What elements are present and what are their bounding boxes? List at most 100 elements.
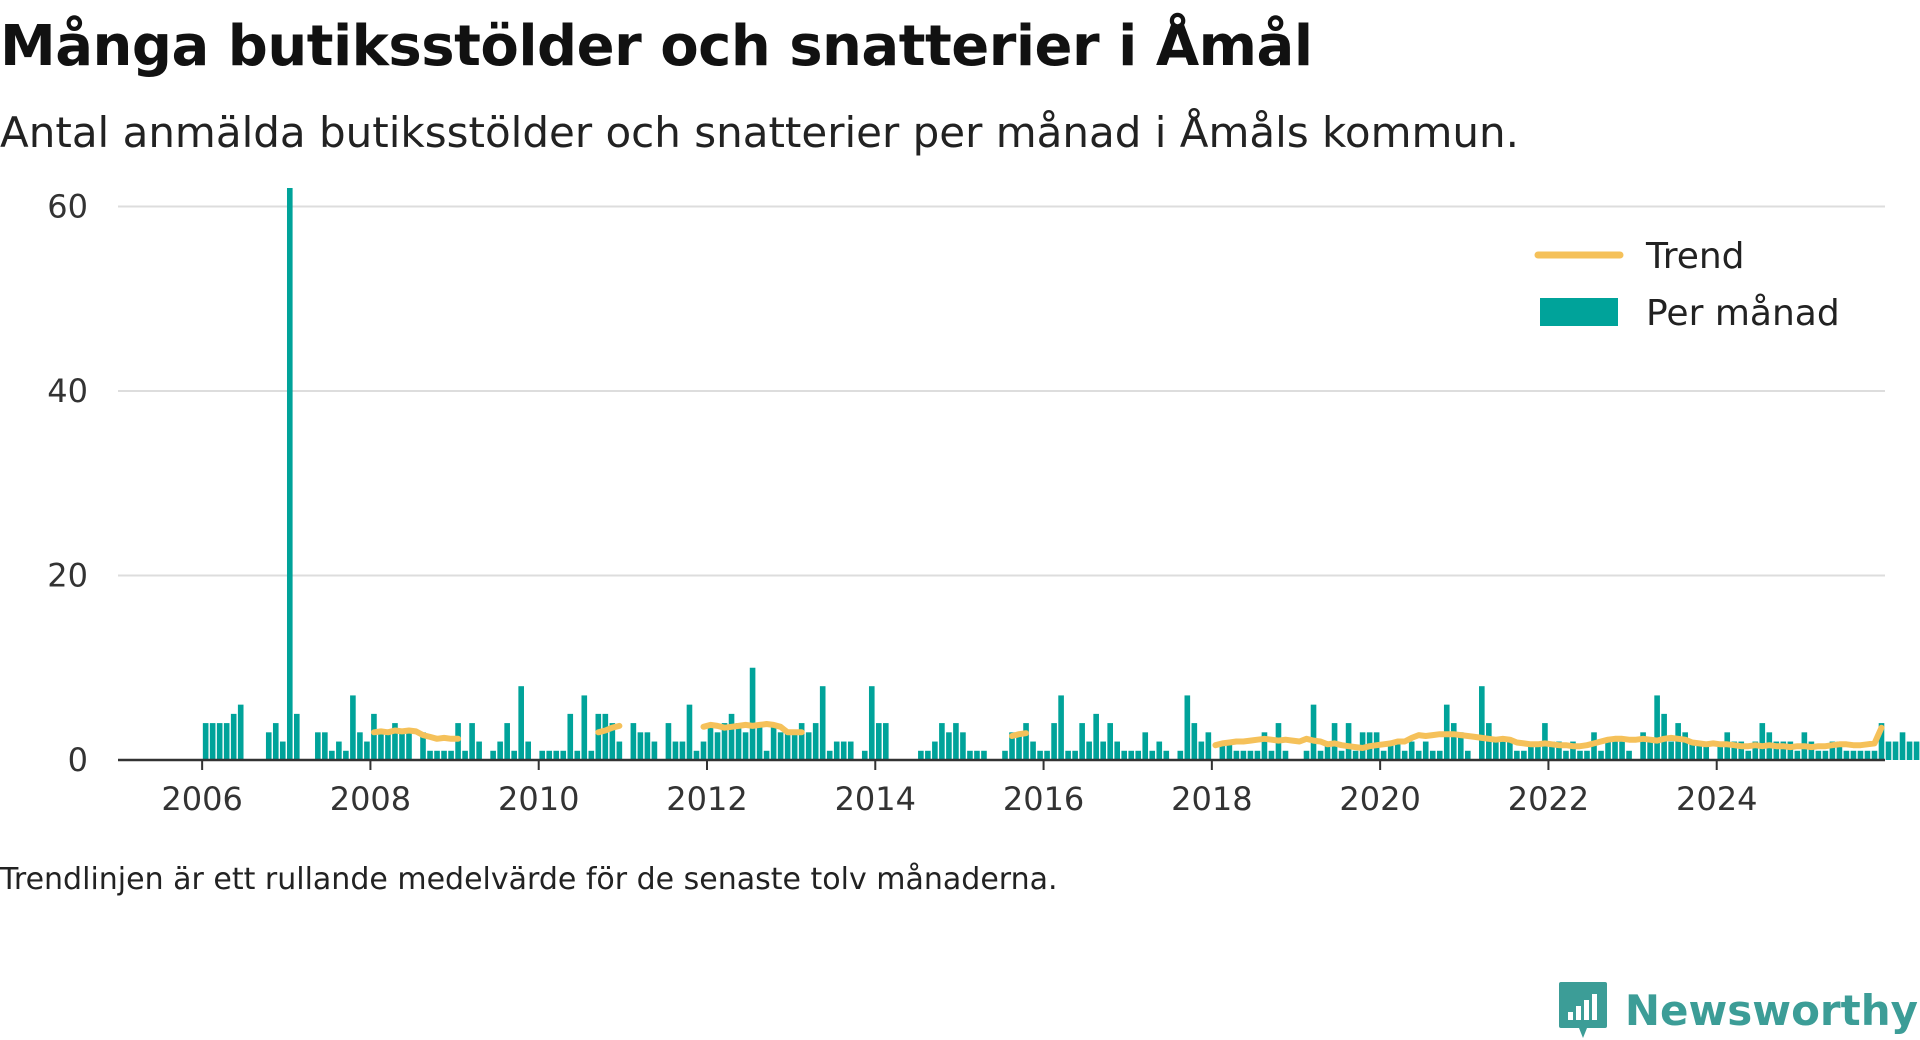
bar <box>1794 750 1801 760</box>
bar <box>504 723 510 760</box>
bar <box>875 723 882 760</box>
bar <box>1493 741 1499 760</box>
bar <box>1745 750 1752 760</box>
bar <box>1324 741 1331 760</box>
bar <box>216 723 223 760</box>
bar <box>1850 750 1857 760</box>
bar <box>974 750 980 760</box>
bar <box>1815 750 1822 760</box>
bar <box>1303 750 1310 760</box>
bar <box>882 723 889 760</box>
bar <box>1016 732 1022 760</box>
bar <box>1219 741 1226 760</box>
bar <box>1479 686 1485 760</box>
bar <box>1058 695 1064 760</box>
bar <box>1142 732 1149 760</box>
bar <box>1023 723 1029 760</box>
bar <box>1857 750 1864 760</box>
bar <box>293 713 300 760</box>
x-tick-label: 2014 <box>835 780 916 818</box>
bar <box>1044 750 1050 760</box>
bar <box>609 723 616 760</box>
bar <box>581 695 588 760</box>
bar <box>700 741 707 760</box>
bar <box>868 686 875 760</box>
bar <box>1689 741 1695 760</box>
bar <box>630 723 637 760</box>
bar <box>1738 741 1745 760</box>
bar <box>1906 741 1913 760</box>
bar <box>1717 741 1724 760</box>
bar <box>1282 750 1289 760</box>
bar <box>1570 741 1576 760</box>
bar <box>1233 750 1240 760</box>
bar <box>392 723 398 760</box>
bar <box>1065 750 1071 760</box>
bar <box>672 741 679 760</box>
bar <box>1843 750 1850 760</box>
bar <box>1640 732 1646 760</box>
x-tick-label: 2006 <box>161 780 242 818</box>
bar <box>1051 723 1057 760</box>
x-tick-label: 2020 <box>1339 780 1420 818</box>
bar <box>840 741 847 760</box>
bar <box>329 750 335 760</box>
bar <box>1654 695 1660 760</box>
bar <box>686 704 693 760</box>
bar <box>1135 750 1142 760</box>
bar <box>357 732 363 760</box>
bar <box>441 750 447 760</box>
bar <box>707 723 714 760</box>
bar <box>1829 741 1836 760</box>
bar <box>637 732 644 760</box>
trend-line-segment <box>1009 730 1029 739</box>
bar <box>1009 732 1015 760</box>
bar <box>1871 750 1878 760</box>
legend-bar-label: Per månad <box>1646 293 1840 334</box>
bar <box>1864 750 1871 760</box>
bar <box>651 741 658 760</box>
bar <box>644 732 651 760</box>
bar <box>1380 750 1387 760</box>
x-tick-label: 2010 <box>498 780 579 818</box>
bar <box>932 741 938 760</box>
bar <box>286 188 293 760</box>
bar <box>939 723 945 760</box>
bar <box>616 741 623 760</box>
bar <box>553 750 560 760</box>
trend-series <box>370 721 1885 751</box>
bar <box>385 732 391 760</box>
bar <box>1177 750 1184 760</box>
bar <box>490 750 496 760</box>
bar <box>511 750 517 760</box>
bar <box>946 732 952 760</box>
bar <box>770 723 777 760</box>
bar <box>237 704 244 760</box>
bar <box>826 750 833 760</box>
bar <box>539 750 546 760</box>
x-tick-label: 2008 <box>330 780 411 818</box>
bar <box>756 723 763 760</box>
bar <box>602 713 609 760</box>
trend-line-segment <box>700 721 805 736</box>
bar <box>925 750 931 760</box>
bar <box>847 741 854 760</box>
bar-series <box>202 188 1920 760</box>
bar <box>1226 741 1233 760</box>
bar <box>784 732 791 760</box>
bar <box>272 723 279 760</box>
bar <box>1605 741 1611 760</box>
bar <box>1892 741 1899 760</box>
bar <box>1450 723 1457 760</box>
bar <box>1394 741 1401 760</box>
bar <box>953 723 959 760</box>
bar <box>1500 741 1506 760</box>
bar <box>469 723 475 760</box>
bar <box>1002 750 1008 760</box>
bar <box>1149 750 1156 760</box>
bar <box>1878 723 1885 760</box>
bar <box>588 750 595 760</box>
x-tick-label: 2012 <box>666 780 747 818</box>
bar <box>595 713 602 760</box>
bar <box>721 723 728 760</box>
